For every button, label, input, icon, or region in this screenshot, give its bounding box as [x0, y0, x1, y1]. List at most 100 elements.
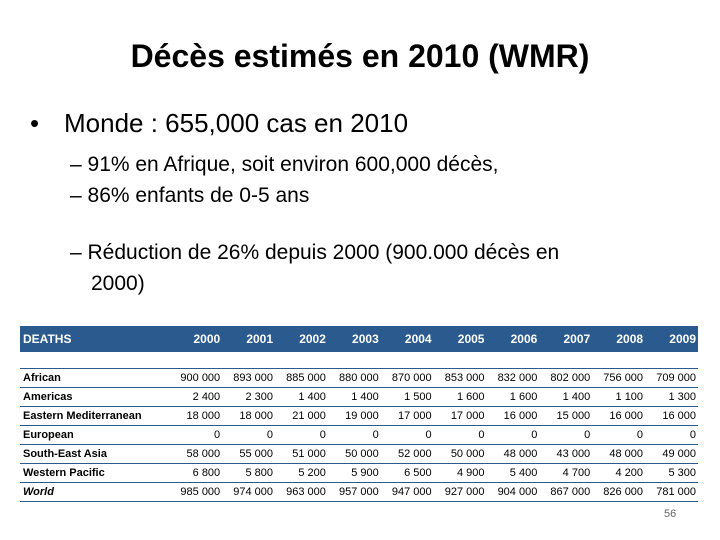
- table-row-world: World 985 000 974 000 963 000 957 000 94…: [20, 482, 698, 502]
- table-cell: 0: [275, 425, 328, 445]
- bullet-icon: •: [30, 108, 40, 138]
- row-label: Western Pacific: [20, 463, 170, 483]
- header-year: 2001: [222, 326, 276, 354]
- table-cell: 826 000: [592, 482, 646, 502]
- header-year: 2006: [486, 326, 540, 354]
- table-cell: 963 000: [275, 482, 328, 502]
- table-cell: 802 000: [539, 368, 593, 388]
- deaths-table-container: DEATHS 2000 2001 2002 2003 2004 2005 200…: [20, 326, 698, 502]
- header-year: 2002: [275, 326, 328, 354]
- table-cell: 885 000: [275, 368, 328, 388]
- header-year: 2005: [433, 326, 487, 354]
- table-cell: 0: [327, 425, 381, 445]
- header-deaths: DEATHS: [20, 326, 170, 354]
- table-row: Western Pacific 6 800 5 800 5 200 5 900 …: [20, 463, 698, 483]
- table-cell: 19 000: [327, 406, 381, 426]
- table-cell: 4 700: [539, 463, 593, 483]
- table-cell: 50 000: [433, 444, 487, 464]
- table-cell: 6 800: [169, 463, 223, 483]
- table-cell: 21 000: [275, 406, 328, 426]
- table-cell: 867 000: [539, 482, 593, 502]
- row-label: African: [20, 368, 170, 388]
- table-cell: 0: [169, 425, 223, 445]
- header-year: 2004: [380, 326, 434, 354]
- table-cell: 55 000: [222, 444, 276, 464]
- table-spacer-row: [20, 353, 698, 369]
- table-cell: 58 000: [169, 444, 223, 464]
- table-cell: 2 400: [169, 387, 223, 407]
- table-cell: 974 000: [222, 482, 276, 502]
- slide-title: Décès estimés en 2010 (WMR): [130, 38, 590, 74]
- main-bullet: • Monde : 655,000 cas en 2010: [30, 108, 408, 139]
- table-cell: 709 000: [645, 368, 698, 388]
- table-cell: 5 800: [222, 463, 276, 483]
- row-label: European: [20, 425, 170, 445]
- table-cell: 16 000: [486, 406, 540, 426]
- main-bullet-text: Monde : 655,000 cas en 2010: [64, 108, 409, 138]
- sub-bullet-children: – 86% enfants de 0-5 ans: [70, 184, 310, 207]
- table-cell: 5 900: [327, 463, 381, 483]
- table-cell: 957 000: [327, 482, 381, 502]
- table-cell: 5 400: [486, 463, 540, 483]
- table-cell: 1 500: [380, 387, 434, 407]
- table-row: South-East Asia 58 000 55 000 51 000 50 …: [20, 444, 698, 464]
- table-cell: 43 000: [539, 444, 593, 464]
- table-cell: 16 000: [592, 406, 646, 426]
- table-cell: 1 600: [433, 387, 487, 407]
- table-cell: 1 100: [592, 387, 646, 407]
- table-cell: 900 000: [169, 368, 223, 388]
- row-label: Americas: [20, 387, 170, 407]
- table-cell: 52 000: [380, 444, 434, 464]
- header-year: 2008: [592, 326, 646, 354]
- table-cell: 6 500: [380, 463, 434, 483]
- table-cell: 48 000: [592, 444, 646, 464]
- sub-bullets-group: – 91% en Afrique, soit environ 600,000 d…: [70, 149, 498, 211]
- table-cell: 1 400: [327, 387, 381, 407]
- row-label: World: [20, 482, 170, 502]
- page-number: 56: [664, 508, 677, 520]
- table-cell: 904 000: [486, 482, 540, 502]
- table-row: Eastern Mediterranean 18 000 18 000 21 0…: [20, 406, 698, 426]
- table-cell: 0: [486, 425, 540, 445]
- table-cell: 0: [380, 425, 434, 445]
- row-label: South-East Asia: [20, 444, 170, 464]
- header-year: 2003: [327, 326, 381, 354]
- header-year: 2007: [539, 326, 593, 354]
- table-cell: 781 000: [645, 482, 698, 502]
- table-cell: 0: [539, 425, 593, 445]
- sub-bullet-reduction-line1: – Réduction de 26% depuis 2000 (900.000 …: [70, 241, 560, 264]
- table-cell: 18 000: [169, 406, 223, 426]
- deaths-table: DEATHS 2000 2001 2002 2003 2004 2005 200…: [20, 326, 698, 502]
- table-cell: 51 000: [275, 444, 328, 464]
- table-cell: 985 000: [169, 482, 223, 502]
- table-cell: 947 000: [380, 482, 434, 502]
- header-year: 2000: [169, 326, 223, 354]
- table-cell: 1 300: [645, 387, 698, 407]
- table-cell: 0: [433, 425, 487, 445]
- sub-bullet-reduction-line2: 2000): [91, 272, 145, 295]
- table-cell: 49 000: [645, 444, 698, 464]
- header-year: 2009: [645, 326, 698, 354]
- table-cell: 1 600: [486, 387, 540, 407]
- table-cell: 927 000: [433, 482, 487, 502]
- table-cell: 0: [592, 425, 646, 445]
- table-cell: 50 000: [327, 444, 381, 464]
- table-cell: 0: [222, 425, 276, 445]
- table-cell: 2 300: [222, 387, 276, 407]
- table-row: African 900 000 893 000 885 000 880 000 …: [20, 368, 698, 388]
- table-header-row: DEATHS 2000 2001 2002 2003 2004 2005 200…: [20, 326, 698, 354]
- table-cell: 5 300: [645, 463, 698, 483]
- table-cell: 880 000: [327, 368, 381, 388]
- sub-bullet-reduction: – Réduction de 26% depuis 2000 (900.000 …: [70, 237, 690, 299]
- table-cell: 4 200: [592, 463, 646, 483]
- table-cell: 1 400: [275, 387, 328, 407]
- table-cell: 756 000: [592, 368, 646, 388]
- table-cell: 870 000: [380, 368, 434, 388]
- table-row: Americas 2 400 2 300 1 400 1 400 1 500 1…: [20, 387, 698, 407]
- table-cell: 832 000: [486, 368, 540, 388]
- table-cell: 893 000: [222, 368, 276, 388]
- table-cell: 15 000: [539, 406, 593, 426]
- spacer-cell: [20, 353, 698, 369]
- table-cell: 5 200: [275, 463, 328, 483]
- table-cell: 1 400: [539, 387, 593, 407]
